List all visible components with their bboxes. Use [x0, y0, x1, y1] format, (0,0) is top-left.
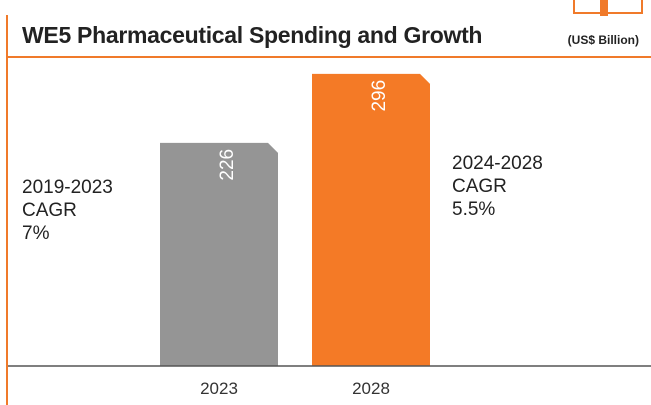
x-tick-labels: 2023 2028 [200, 379, 390, 398]
header-tab-marker [600, 0, 608, 16]
cagr-label-right: CAGR [452, 176, 507, 197]
title-rule [6, 56, 651, 58]
cagr-period-right: 2024-2028 [452, 153, 543, 174]
data-label-2023: 226 [217, 149, 238, 181]
chart-title: WE5 Pharmaceutical Spending and Growth [22, 22, 483, 48]
cagr-value-right: 5.5% [452, 199, 496, 220]
bar-2023 [160, 142, 278, 366]
bar-group: 226 296 [160, 73, 430, 367]
x-tick-label-2028: 2028 [352, 379, 390, 398]
x-tick-label-2023: 2023 [200, 379, 238, 398]
cagr-value-left: 7% [22, 223, 50, 244]
header-tab-decoration [573, 0, 643, 14]
cagr-annotation-2019-2023: 2019-2023 CAGR 7% [22, 176, 113, 245]
frame-left-border [6, 15, 8, 405]
data-label-2028: 296 [369, 80, 390, 112]
unit-label: (US$ Billion) [567, 33, 639, 47]
cagr-period-left: 2019-2023 [22, 177, 113, 198]
bar-2028 [312, 73, 430, 367]
cagr-annotation-2024-2028: 2024-2028 CAGR 5.5% [452, 152, 543, 221]
cagr-label-left: CAGR [22, 200, 77, 221]
